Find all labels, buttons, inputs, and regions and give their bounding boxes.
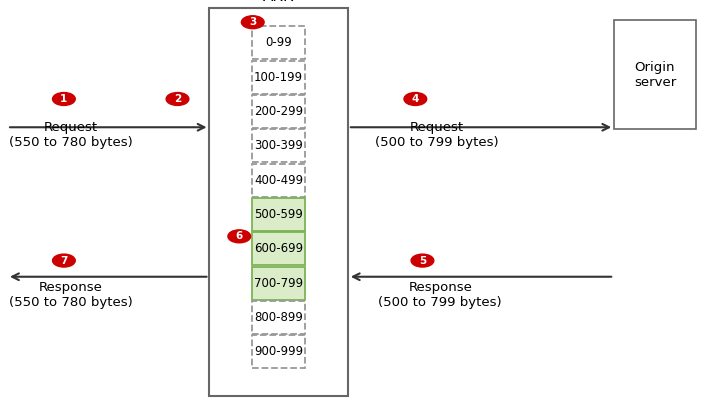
Bar	[252, 198, 305, 231]
Text: Response
(550 to 780 bytes): Response (550 to 780 bytes)	[9, 281, 133, 309]
Bar	[252, 267, 305, 300]
Circle shape	[53, 93, 75, 105]
Circle shape	[404, 93, 427, 105]
Text: 500-599: 500-599	[254, 208, 303, 221]
Circle shape	[166, 93, 189, 105]
Circle shape	[228, 230, 251, 243]
Text: 6: 6	[236, 231, 243, 241]
Bar	[252, 164, 305, 197]
Text: 400-499: 400-499	[254, 174, 303, 187]
Text: 4: 4	[412, 94, 419, 104]
Text: Request
(500 to 799 bytes): Request (500 to 799 bytes)	[375, 121, 498, 149]
Text: Request
(550 to 780 bytes): Request (550 to 780 bytes)	[9, 121, 133, 149]
Text: 3: 3	[249, 17, 256, 27]
Text: 2: 2	[174, 94, 181, 104]
Text: 200-299: 200-299	[254, 105, 303, 118]
Bar	[252, 232, 305, 265]
Text: 800-899: 800-899	[254, 311, 303, 324]
Text: ARR: ARR	[263, 0, 295, 4]
Bar	[252, 129, 305, 162]
Text: 1: 1	[60, 94, 67, 104]
Bar	[252, 61, 305, 94]
Text: 700-799: 700-799	[254, 277, 303, 290]
Bar	[252, 26, 305, 59]
Text: 0-99: 0-99	[266, 36, 292, 49]
Bar	[209, 8, 348, 396]
Text: 100-199: 100-199	[254, 71, 303, 84]
Bar	[252, 335, 305, 368]
Bar	[252, 301, 305, 334]
Bar	[252, 95, 305, 128]
Text: 7: 7	[60, 256, 67, 265]
Text: 300-399: 300-399	[254, 139, 303, 152]
Text: 5: 5	[419, 256, 426, 265]
Bar	[614, 20, 696, 129]
Circle shape	[53, 254, 75, 267]
Text: 600-699: 600-699	[254, 242, 303, 255]
Circle shape	[411, 254, 434, 267]
Text: 900-999: 900-999	[254, 345, 303, 358]
Text: Response
(500 to 799 bytes): Response (500 to 799 bytes)	[378, 281, 502, 309]
Text: Origin
server: Origin server	[634, 61, 676, 89]
Circle shape	[241, 16, 264, 29]
